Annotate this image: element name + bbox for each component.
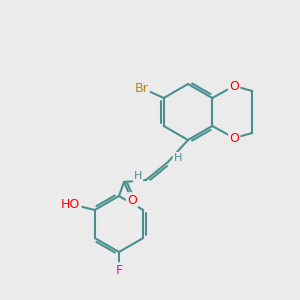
Text: H: H: [134, 171, 142, 181]
Text: O: O: [229, 80, 239, 92]
Text: F: F: [116, 263, 123, 277]
Text: O: O: [127, 194, 137, 206]
Text: H: H: [174, 153, 182, 163]
Text: Br: Br: [135, 82, 148, 94]
Text: HO: HO: [61, 199, 80, 212]
Text: O: O: [229, 131, 239, 145]
